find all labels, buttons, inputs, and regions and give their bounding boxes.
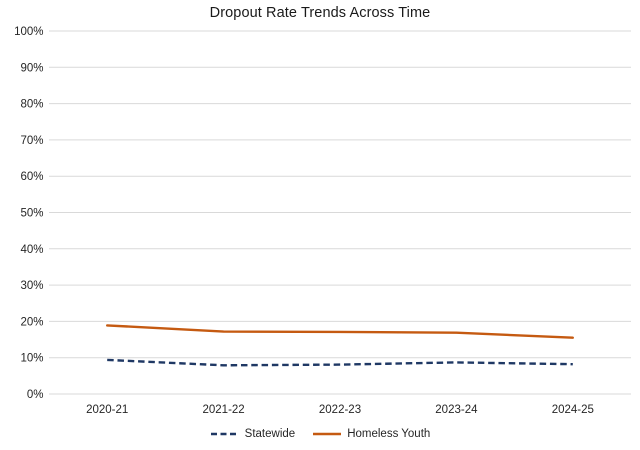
y-tick-label: 0% xyxy=(27,389,44,401)
legend-label-homeless-youth: Homeless Youth xyxy=(347,428,431,440)
x-tick-label: 2020-21 xyxy=(86,404,128,416)
y-tick-label: 50% xyxy=(20,208,43,220)
series-line-statewide xyxy=(107,358,573,367)
x-tick-label: 2023-24 xyxy=(435,404,478,416)
x-tick-label: 2021-22 xyxy=(202,404,244,416)
legend-item-statewide: Statewide xyxy=(210,427,296,441)
legend: Statewide Homeless Youth xyxy=(0,425,640,443)
y-tick-label: 30% xyxy=(20,280,43,292)
y-tick-label: 60% xyxy=(20,171,43,183)
homeless-youth-line-swatch-icon xyxy=(313,432,342,436)
x-tick-label: 2022-23 xyxy=(319,404,361,416)
plot-area: 0% 10% 20% 30% 40% 50% 60% 70% 80% 90% 100% 2020-21… xyxy=(14,26,631,416)
y-tick-label: 80% xyxy=(20,99,43,111)
y-tick-label: 90% xyxy=(20,62,43,74)
chart-title: Dropout Rate Trends Across Time xyxy=(209,5,431,21)
series-line-homeless-youth xyxy=(105,324,574,339)
statewide-line-swatch-icon xyxy=(210,432,239,436)
y-tick-label: 70% xyxy=(20,135,43,147)
y-tick-label: 20% xyxy=(20,316,43,328)
legend-item-homeless-youth: Homeless Youth xyxy=(312,427,430,441)
y-tick-label: 40% xyxy=(20,244,43,256)
x-tick-label: 2024-25 xyxy=(552,404,594,416)
legend-label-statewide: Statewide xyxy=(244,428,296,440)
y-tick-label: 10% xyxy=(20,353,43,365)
y-tick-label: 100% xyxy=(14,26,43,38)
